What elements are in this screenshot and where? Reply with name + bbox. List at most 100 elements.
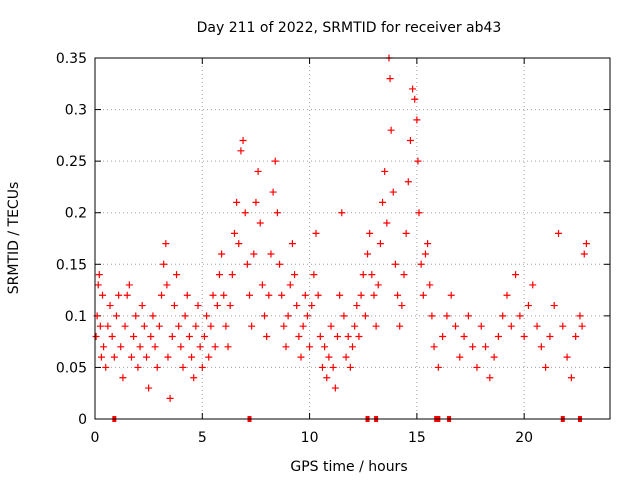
data-point <box>576 312 584 320</box>
data-point <box>342 353 350 361</box>
data-point <box>368 271 376 279</box>
data-point <box>426 281 434 289</box>
chart-title: Day 211 of 2022, SRMTID for receiver ab4… <box>197 20 502 36</box>
data-point <box>211 343 219 351</box>
data-point <box>482 343 490 351</box>
y-tick-label: 0.25 <box>56 154 87 170</box>
data-points <box>92 54 590 422</box>
data-point <box>306 343 314 351</box>
data-point <box>452 322 459 330</box>
data-point <box>389 188 397 196</box>
data-point <box>106 302 114 310</box>
data-point <box>222 322 230 330</box>
data-point <box>580 250 588 258</box>
data-point <box>424 240 432 248</box>
data-point <box>224 343 232 351</box>
data-point <box>233 198 241 206</box>
data-point <box>398 302 406 310</box>
data-point <box>291 271 299 279</box>
data-point <box>469 343 477 351</box>
data-point <box>108 332 116 340</box>
data-point <box>295 332 303 340</box>
data-point <box>102 363 110 371</box>
data-point <box>297 353 305 361</box>
data-point <box>138 302 146 310</box>
data-point <box>325 353 333 361</box>
y-tick-label: 0.15 <box>56 257 87 273</box>
data-point <box>344 332 352 340</box>
data-point <box>529 281 537 289</box>
data-point <box>104 322 112 330</box>
data-point <box>443 312 451 320</box>
data-point <box>303 312 311 320</box>
plot-frame <box>94 57 611 420</box>
data-point <box>415 209 423 217</box>
data-point <box>490 353 498 361</box>
data-point <box>194 302 202 310</box>
data-point <box>460 332 468 340</box>
data-point <box>239 137 247 145</box>
data-point <box>286 281 294 289</box>
data-point <box>243 260 251 268</box>
data-point <box>252 198 260 206</box>
data-point <box>164 353 172 361</box>
data-point <box>288 240 296 248</box>
data-point <box>434 363 442 371</box>
data-point <box>95 271 103 279</box>
data-point <box>127 353 135 361</box>
data-point <box>280 322 288 330</box>
data-point <box>524 302 532 310</box>
data-point <box>173 271 181 279</box>
data-point <box>329 363 337 371</box>
data-point <box>456 353 464 361</box>
data-point <box>391 260 399 268</box>
data-point <box>92 332 100 340</box>
data-point <box>132 312 140 320</box>
data-point <box>115 291 123 299</box>
data-point <box>314 291 322 299</box>
data-point <box>203 312 211 320</box>
data-point <box>299 322 307 330</box>
data-point <box>381 167 389 175</box>
data-point <box>110 353 118 361</box>
data-point <box>293 302 301 310</box>
data-point <box>177 343 185 351</box>
data-point <box>181 312 189 320</box>
data-point <box>271 157 279 165</box>
data-point <box>99 291 107 299</box>
data-point <box>372 322 380 330</box>
data-point <box>582 240 590 248</box>
y-tick-label: 0 <box>78 412 87 428</box>
data-point <box>409 85 417 93</box>
data-point <box>421 250 429 258</box>
data-point <box>559 322 567 330</box>
data-point <box>439 332 447 340</box>
data-point <box>96 322 104 330</box>
data-point <box>357 291 365 299</box>
data-point <box>282 343 290 351</box>
data-point <box>162 240 170 248</box>
data-point <box>321 343 329 351</box>
data-point <box>235 240 243 248</box>
data-point <box>563 353 571 361</box>
data-point <box>209 291 217 299</box>
data-point <box>237 147 245 155</box>
data-point <box>183 291 191 299</box>
data-point <box>364 250 372 258</box>
data-point <box>241 209 249 217</box>
data-point <box>276 260 284 268</box>
data-point <box>198 363 206 371</box>
data-point <box>537 343 545 351</box>
data-point <box>507 322 515 330</box>
grid <box>95 58 610 419</box>
data-point <box>366 229 374 237</box>
data-point <box>542 363 550 371</box>
data-point <box>121 322 129 330</box>
data-point <box>123 291 131 299</box>
data-point <box>190 374 198 382</box>
data-point <box>376 240 384 248</box>
data-point <box>386 75 394 83</box>
data-point <box>400 271 408 279</box>
data-point <box>155 322 163 330</box>
x-tick-label: 0 <box>91 430 100 446</box>
